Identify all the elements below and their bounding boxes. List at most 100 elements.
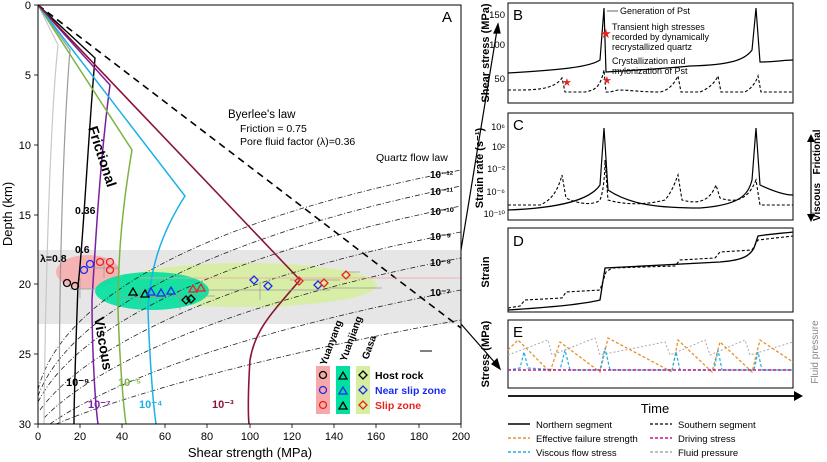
southern-rate-c xyxy=(508,159,793,206)
northern-rate-c xyxy=(507,127,794,211)
y-axis-label: Depth (km) xyxy=(0,182,15,246)
legend-gasa-swatch xyxy=(356,366,370,414)
southern-strain-d xyxy=(507,235,794,309)
b-tick-100: 100 xyxy=(489,40,505,51)
panel-e-ylabel: Stress (MPa) xyxy=(480,320,492,387)
frictional-label: Frictional xyxy=(85,124,120,189)
sr-bottom-4: 10⁻⁴ xyxy=(139,399,162,411)
panel-a: 0 20 40 60 80 100 120 140 160 180 200 0 … xyxy=(0,0,470,460)
quartz-flow-curves xyxy=(37,169,462,425)
panel-a-frame xyxy=(37,4,462,425)
quartz-flow-label: Quartz flow law xyxy=(376,152,448,164)
y-tick-0: 0 xyxy=(25,0,31,12)
curve-1e-5 xyxy=(37,4,133,425)
sr-bottom-7: 10⁻⁷ xyxy=(88,399,111,411)
stars-b: ★ ★ ★ xyxy=(562,26,612,89)
legend-host-rock: Host rock xyxy=(375,370,424,382)
x-axis-label: Shear strength (MPa) xyxy=(188,445,312,460)
curve-1e-3 xyxy=(37,4,302,425)
y-tick-5: 5 xyxy=(25,70,31,82)
x-tick-160: 160 xyxy=(367,431,385,443)
panel-c: 10⁶ 10² 10⁻² 10⁻⁶ 10⁻¹⁰ Strain rate (s⁻¹… xyxy=(474,112,823,222)
legend-yuanyang-swatch xyxy=(316,366,330,414)
y-tick-20: 20 xyxy=(19,279,31,291)
sr-bottom-9: 10⁻⁹ xyxy=(66,377,89,389)
y-tick-10: 10 xyxy=(19,140,31,152)
note-transient-1: Transient high stresses xyxy=(612,22,705,32)
time-label: Time xyxy=(641,401,669,416)
b-tick-150: 150 xyxy=(489,10,505,21)
legend-viscous-flow: Viscous flow stress xyxy=(536,448,617,459)
svg-text:★: ★ xyxy=(600,26,612,41)
x-tick-180: 180 xyxy=(410,431,428,443)
panel-e-letter: E xyxy=(513,324,523,341)
legend-northern: Northern segment xyxy=(536,420,612,431)
note-crystal-1: Crystallization and xyxy=(612,56,686,66)
lambda-036-label: 0.36 xyxy=(75,205,96,217)
yuanyang-points xyxy=(62,257,115,291)
panel-b: ★ ★ ★ Generation of Pst Transient high s… xyxy=(480,2,794,104)
legend-near-slip-zone: Near slip zone xyxy=(375,385,446,397)
panel-d-frame xyxy=(507,227,794,313)
northern-stress-b xyxy=(507,7,794,74)
byerlee-title: Byerlee's law xyxy=(228,109,296,121)
yuanjiang-points xyxy=(127,282,207,298)
sr-right-9: 10⁻⁹ xyxy=(430,232,451,243)
c-tick-2: 10² xyxy=(492,142,505,152)
x-tick-0: 0 xyxy=(35,431,41,443)
b-tick-50: 50 xyxy=(494,74,505,85)
curve-1e-4 xyxy=(37,4,186,425)
viscous-label: Viscous xyxy=(91,316,116,372)
note-crystal-2: mylonization of Pst xyxy=(612,66,688,76)
x-tick-60: 60 xyxy=(159,431,171,443)
note-transient-3: recrystallized quartz xyxy=(612,42,693,52)
x-tick-200: 200 xyxy=(452,431,470,443)
x-tick-80: 80 xyxy=(201,431,213,443)
lambda-08-label: λ=0.8 xyxy=(40,253,67,265)
legend-slip-zone: Slip zone xyxy=(375,400,421,412)
effective-failure-e xyxy=(507,337,794,374)
c-tick-1: 10⁶ xyxy=(491,122,505,132)
sr-right-7: 10⁻⁷ xyxy=(430,288,451,299)
legend-fluid-pressure: Fluid pressure xyxy=(678,448,738,459)
sr-right-12: 10⁻¹² xyxy=(430,170,454,181)
legend-col-gasa: Gasa xyxy=(360,334,379,361)
error-bars xyxy=(70,258,382,310)
sr-right-11: 10⁻¹¹ xyxy=(430,187,454,198)
lambda-06-curve xyxy=(37,4,71,425)
note-generation: Generation of Pst xyxy=(620,6,691,16)
lambda-06-label: 0.6 xyxy=(75,244,90,256)
lambda-08-curve xyxy=(37,4,59,425)
svg-text:★: ★ xyxy=(562,77,572,89)
c-tick-5: 10⁻¹⁰ xyxy=(484,209,506,219)
northern-strain-d xyxy=(507,231,794,311)
panel-a-legend: Yuanyang Yuanjiang Gasa Host rock Near s… xyxy=(316,315,446,414)
viscous-flow-e xyxy=(507,347,793,371)
c-tick-3: 10⁻² xyxy=(487,164,505,174)
sr-bottom-3: 10⁻³ xyxy=(212,399,234,411)
gasa-points xyxy=(181,270,351,305)
panel-e-frame xyxy=(507,319,794,389)
panel-b-ylabel: Shear stress (MPa) xyxy=(480,3,492,102)
frictional-side-label: Frictional xyxy=(812,129,823,174)
x-tick-100: 100 xyxy=(241,431,259,443)
panel-a-letter: A xyxy=(442,9,452,26)
panel-b-letter: B xyxy=(513,7,523,24)
x-tick-120: 120 xyxy=(283,431,301,443)
y-tick-25: 25 xyxy=(19,349,31,361)
fluid-pressure-side-label: Fluid pressure xyxy=(810,320,821,384)
viscous-side-label: Viscous xyxy=(812,182,823,221)
panel-d: Strain D xyxy=(480,227,794,313)
panel-c-letter: C xyxy=(513,117,524,134)
curve-1e-7 xyxy=(37,4,111,425)
legend-southern: Southern segment xyxy=(678,420,756,431)
time-arrow-head xyxy=(794,391,803,401)
panel-c-frame xyxy=(507,112,794,221)
lambda-036-curve xyxy=(37,4,96,425)
x-tick-20: 20 xyxy=(74,431,86,443)
y-tick-15: 15 xyxy=(19,210,31,222)
sr-bottom-5: 10⁻⁵ xyxy=(118,377,141,389)
y-tick-30: 30 xyxy=(19,419,31,431)
legend-driving: Driving stress xyxy=(678,434,736,445)
